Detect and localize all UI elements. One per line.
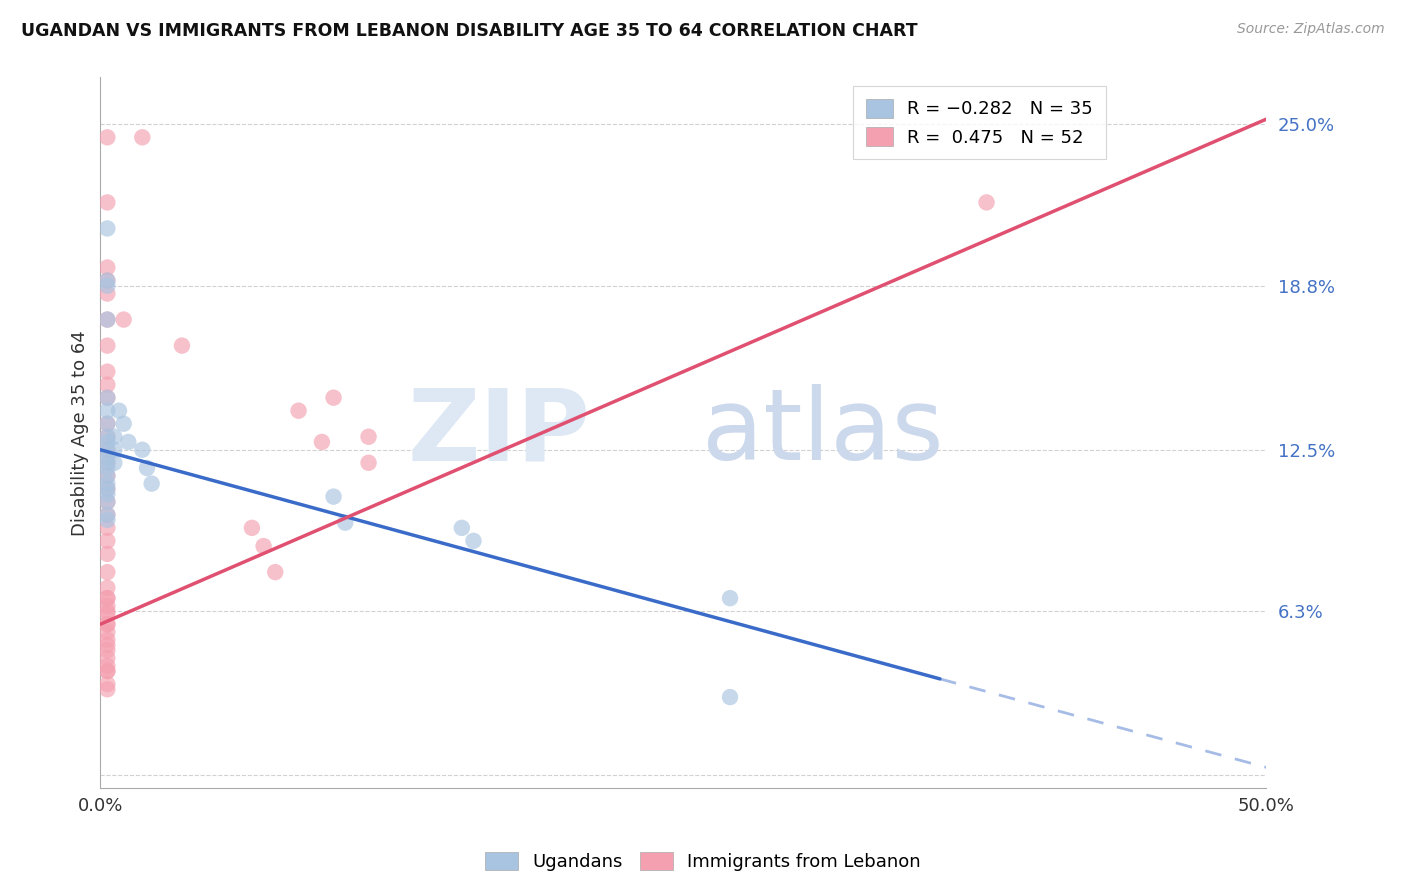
Point [96,273,118,287]
Point [96,461,118,475]
Point [96,487,118,501]
Point [96,442,118,457]
Point [96,417,118,431]
Point [96,312,118,326]
Point [96,682,118,697]
Point [170,338,193,352]
Point [976,195,998,210]
Point [103,456,125,470]
Point [240,521,263,535]
Text: UGANDAN VS IMMIGRANTS FROM LEBANON DISABILITY AGE 35 TO 64 CORRELATION CHART: UGANDAN VS IMMIGRANTS FROM LEBANON DISAB… [21,22,918,40]
Y-axis label: Disability Age 35 to 64: Disability Age 35 to 64 [72,330,89,536]
Point [322,490,344,504]
Point [96,450,118,465]
Point [131,130,153,145]
Point [96,195,118,210]
Point [264,565,287,579]
Point [96,130,118,145]
Point [96,260,118,275]
Point [311,434,333,449]
Point [322,391,344,405]
Point [96,591,118,606]
Point [96,658,118,673]
Point [96,521,118,535]
Point [131,442,153,457]
Point [96,312,118,326]
Point [112,417,135,431]
Point [96,604,118,618]
Point [463,533,485,548]
Point [96,677,118,691]
Point [96,434,118,449]
Point [96,482,118,496]
Point [96,476,118,491]
Point [112,312,135,326]
Point [96,599,118,613]
Point [96,664,118,678]
Point [96,607,118,621]
Point [117,434,139,449]
Point [252,539,274,553]
Point [96,403,118,417]
Point [287,403,309,417]
Point [96,417,118,431]
Legend: R = −0.282   N = 35, R =  0.475   N = 52: R = −0.282 N = 35, R = 0.475 N = 52 [853,87,1105,160]
Point [96,278,118,293]
Point [96,482,118,496]
Point [96,286,118,301]
Point [96,338,118,352]
Point [96,468,118,483]
Point [108,403,131,417]
Point [96,508,118,522]
Point [96,377,118,392]
Point [96,565,118,579]
Point [96,651,118,665]
Point [141,476,163,491]
Point [96,495,118,509]
Point [450,521,472,535]
Point [136,461,159,475]
Point [357,456,380,470]
Point [335,516,357,530]
Point [96,643,118,657]
Point [357,430,380,444]
Point [96,508,118,522]
Text: atlas: atlas [703,384,943,482]
Point [96,617,118,632]
Text: Source: ZipAtlas.com: Source: ZipAtlas.com [1237,22,1385,37]
Point [96,430,118,444]
Point [96,533,118,548]
Point [96,456,118,470]
Point [96,391,118,405]
Point [96,365,118,379]
Point [103,430,125,444]
Point [96,442,118,457]
Point [96,632,118,647]
Point [96,625,118,640]
Point [96,391,118,405]
Point [96,617,118,632]
Point [718,690,741,705]
Point [96,513,118,527]
Text: ZIP: ZIP [408,384,591,482]
Point [96,638,118,652]
Legend: Ugandans, Immigrants from Lebanon: Ugandans, Immigrants from Lebanon [478,845,928,879]
Point [96,547,118,561]
Point [96,591,118,606]
Point [96,581,118,595]
Point [96,430,118,444]
Point [96,456,118,470]
Point [96,273,118,287]
Point [96,664,118,678]
Point [96,468,118,483]
Point [718,591,741,606]
Point [96,495,118,509]
Point [103,442,125,457]
Point [96,221,118,235]
